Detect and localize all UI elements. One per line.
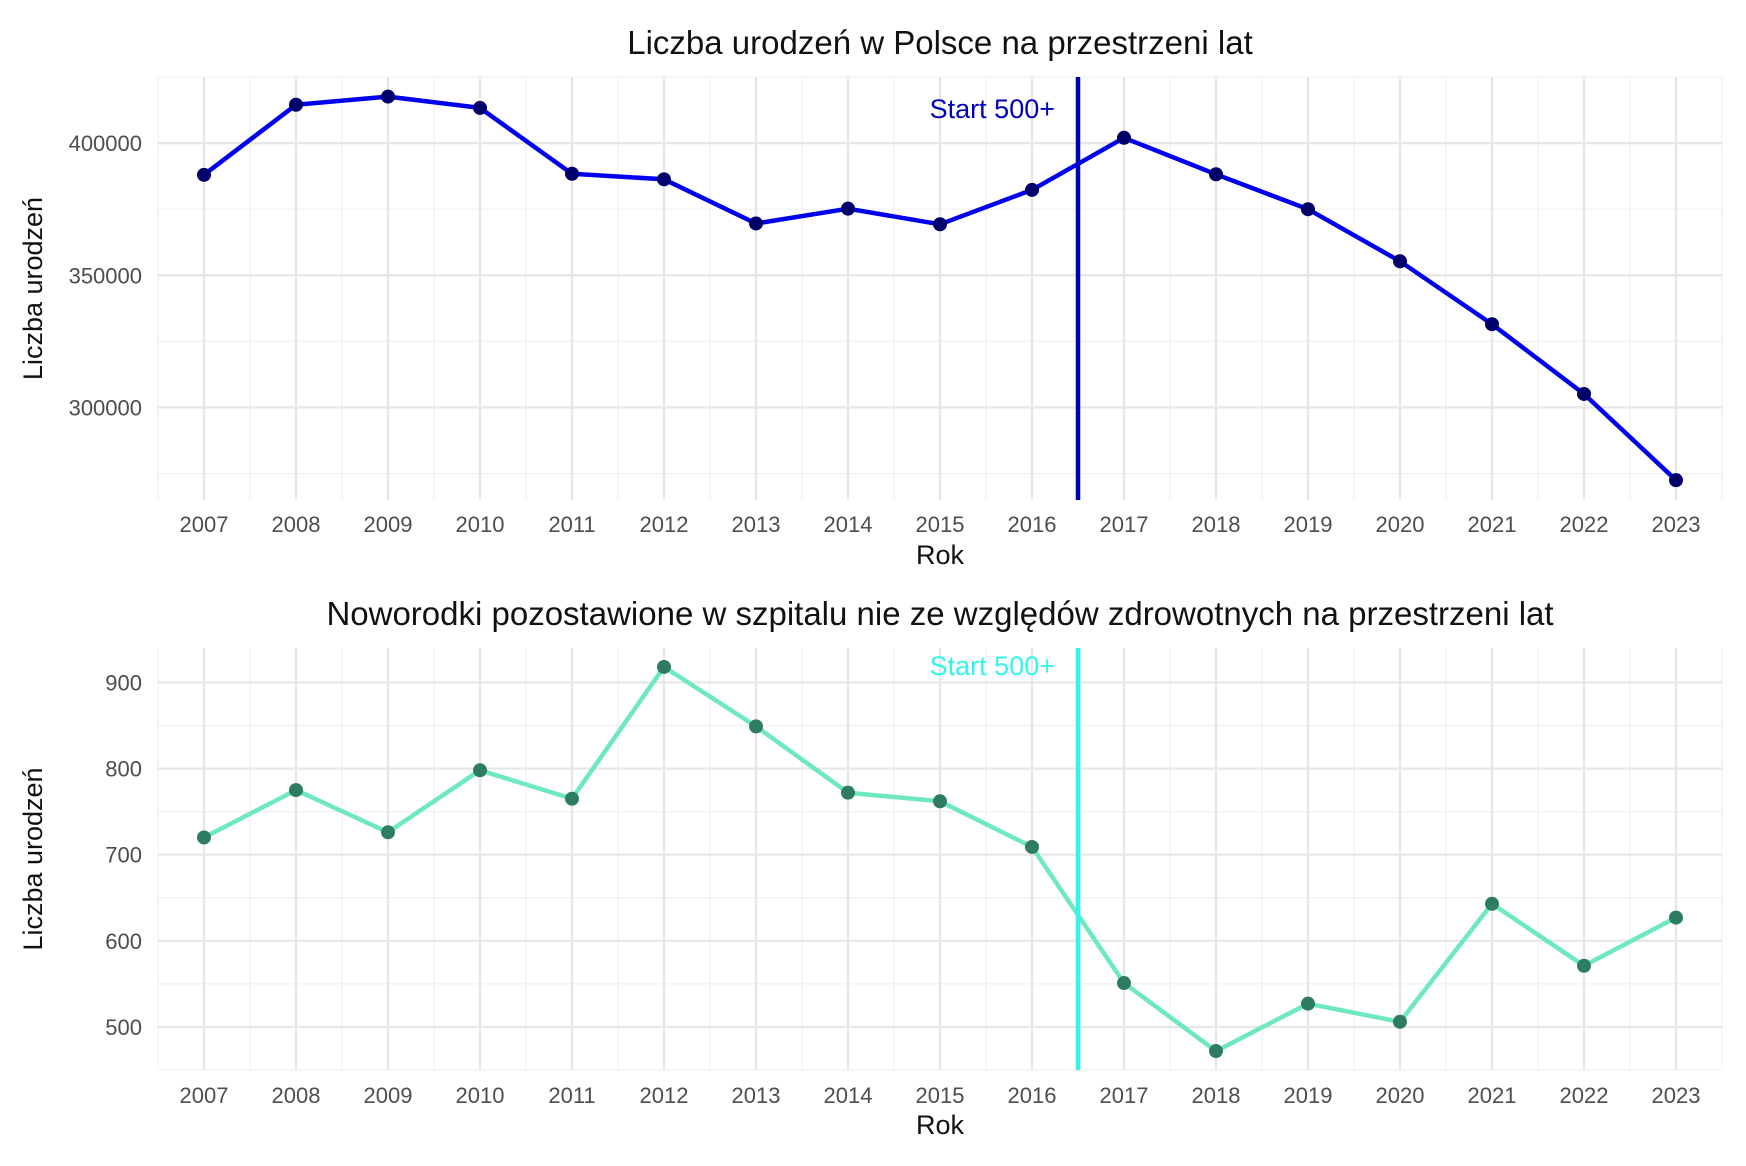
- y-tick-label: 350000: [69, 263, 142, 288]
- x-tick-label: 2015: [916, 1083, 965, 1108]
- x-tick-label: 2018: [1192, 512, 1241, 537]
- data-point: [1669, 910, 1683, 925]
- data-point: [473, 763, 487, 778]
- x-tick-label: 2014: [824, 512, 873, 537]
- data-point: [749, 719, 763, 734]
- x-tick-label: 2017: [1100, 1083, 1149, 1108]
- data-point: [841, 201, 855, 216]
- y-tick-label: 300000: [69, 395, 142, 420]
- data-point: [565, 166, 579, 181]
- x-tick-label: 2021: [1468, 512, 1517, 537]
- chart-title: Noworodki pozostawione w szpitalu nie ze…: [326, 595, 1553, 632]
- x-tick-label: 2012: [640, 512, 689, 537]
- x-tick-label: 2016: [1008, 1083, 1057, 1108]
- data-point: [1209, 167, 1223, 182]
- data-point: [1301, 996, 1315, 1011]
- data-point: [197, 167, 211, 182]
- x-tick-label: 2010: [456, 512, 505, 537]
- data-point: [1393, 254, 1407, 269]
- x-tick-label: 2011: [548, 512, 595, 537]
- data-point: [289, 783, 303, 798]
- data-point: [381, 89, 395, 104]
- x-tick-label: 2013: [732, 1083, 781, 1108]
- x-axis-label: Rok: [916, 540, 965, 570]
- x-tick-label: 2007: [180, 512, 229, 537]
- x-tick-label: 2009: [364, 1083, 413, 1108]
- data-point: [289, 97, 303, 112]
- annotation-label: Start 500+: [930, 651, 1055, 681]
- x-tick-label: 2022: [1560, 512, 1609, 537]
- data-point: [1209, 1044, 1223, 1059]
- x-tick-label: 2021: [1468, 1083, 1517, 1108]
- data-point: [473, 100, 487, 115]
- x-tick-label: 2020: [1376, 1083, 1425, 1108]
- x-tick-label: 2012: [640, 1083, 689, 1108]
- data-point: [1393, 1014, 1407, 1029]
- chart-panel-1: 300000 350000 400000 2007 2008 2009 2010 2011 20…: [18, 24, 1723, 570]
- x-tick-label: 2023: [1652, 512, 1701, 537]
- data-point: [1301, 202, 1315, 217]
- data-point: [1117, 976, 1131, 991]
- x-tick-label: 2008: [272, 1083, 321, 1108]
- x-tick-label: 2020: [1376, 512, 1425, 537]
- x-tick-label: 2018: [1192, 1083, 1241, 1108]
- data-point: [657, 659, 671, 674]
- chart-title: Liczba urodzeń w Polsce na przestrzeni l…: [627, 24, 1253, 61]
- x-tick-label: 2019: [1284, 512, 1333, 537]
- y-axis-label: Liczba urodzeń: [18, 767, 48, 950]
- x-tick-label: 2023: [1652, 1083, 1701, 1108]
- y-tick-label: 600: [105, 929, 142, 954]
- y-tick-label: 800: [105, 757, 142, 782]
- data-point: [381, 825, 395, 840]
- x-tick-label: 2016: [1008, 512, 1057, 537]
- chart-panel-2: 500 600 700 800 900 2007 2008 2009 2010 2011 2012 2…: [18, 595, 1723, 1140]
- x-tick-label: 2019: [1284, 1083, 1333, 1108]
- x-tick-label: 2007: [180, 1083, 229, 1108]
- y-tick-label: 400000: [69, 131, 142, 156]
- y-axis-label: Liczba urodzeń: [18, 197, 48, 380]
- data-point: [1117, 130, 1131, 145]
- x-tick-label: 2014: [824, 1083, 873, 1108]
- x-tick-label: 2022: [1560, 1083, 1609, 1108]
- x-tick-label: 2008: [272, 512, 321, 537]
- data-point: [749, 216, 763, 231]
- data-point: [933, 794, 947, 809]
- data-point: [657, 172, 671, 187]
- x-tick-label: 2010: [456, 1083, 505, 1108]
- data-point: [1485, 896, 1499, 911]
- data-point: [1025, 839, 1039, 854]
- data-point: [1669, 473, 1683, 488]
- data-point: [1577, 958, 1591, 973]
- y-tick-label: 500: [105, 1015, 142, 1040]
- x-tick-label: 2015: [916, 512, 965, 537]
- data-point: [197, 830, 211, 845]
- data-point: [1025, 182, 1039, 197]
- data-point: [841, 785, 855, 800]
- x-tick-label: 2013: [732, 512, 781, 537]
- data-point: [1485, 317, 1499, 332]
- data-point: [933, 217, 947, 232]
- x-tick-label: 2009: [364, 512, 413, 537]
- x-tick-label: 2011: [548, 1083, 595, 1108]
- y-tick-label: 700: [105, 843, 142, 868]
- data-point: [1577, 386, 1591, 401]
- y-tick-label: 900: [105, 670, 142, 695]
- data-point: [565, 791, 579, 806]
- x-axis-label: Rok: [916, 1110, 965, 1140]
- x-tick-label: 2017: [1100, 512, 1149, 537]
- annotation-label: Start 500+: [930, 94, 1055, 124]
